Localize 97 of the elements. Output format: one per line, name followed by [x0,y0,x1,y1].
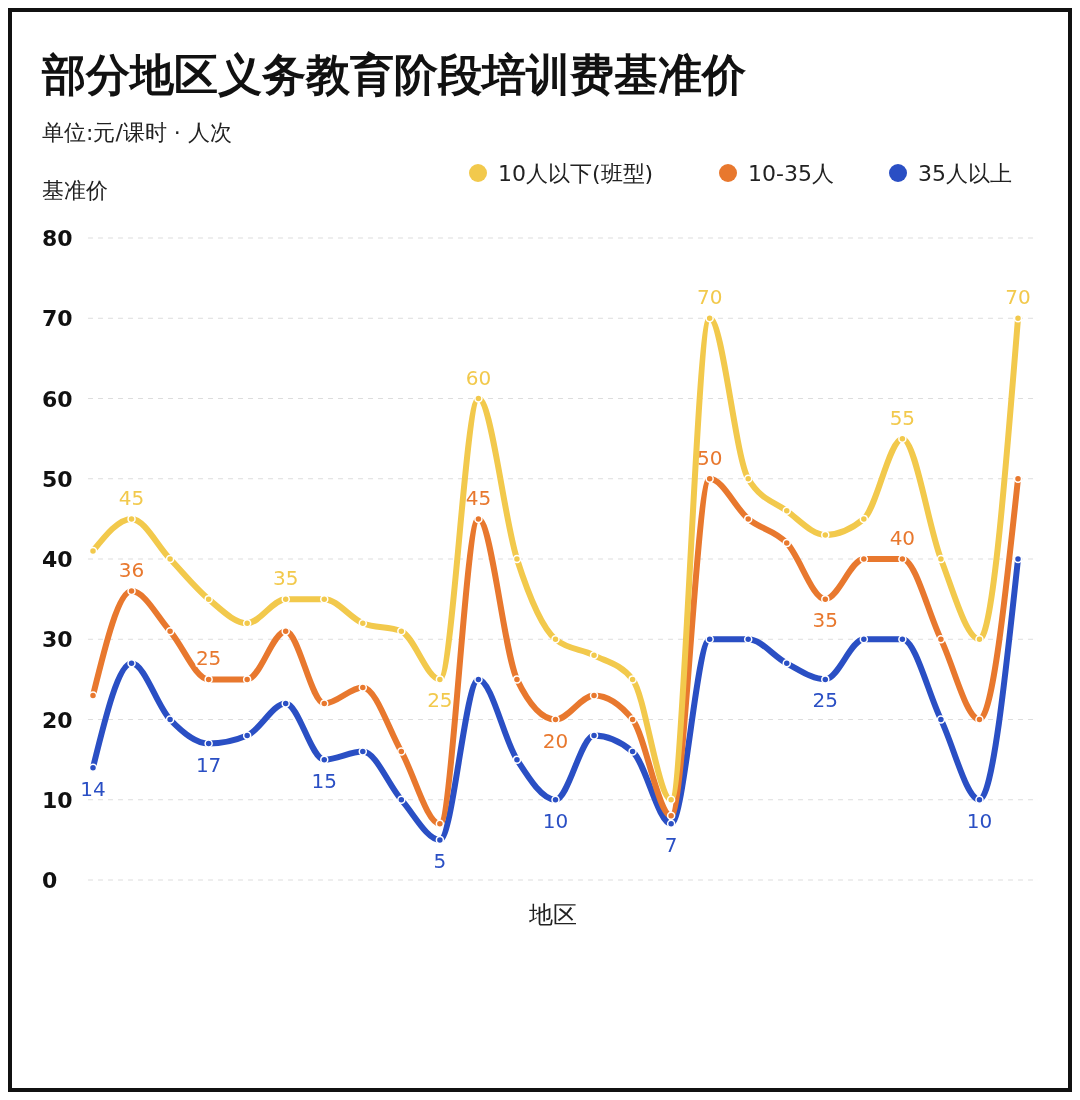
point [165,715,175,724]
point [975,635,984,644]
point [936,554,946,564]
point [1013,314,1023,323]
data-label: 10 [966,808,993,833]
data-label: 55 [889,405,916,430]
point [397,795,406,804]
data-label: 25 [812,688,839,713]
point [204,594,213,604]
chart-subtitle: 单位:元/课时 · 人次 [42,120,232,145]
point [551,795,560,804]
point [320,755,329,764]
point [975,715,984,724]
point [705,635,714,644]
point [551,635,560,644]
point [705,314,714,323]
data-label: 36 [118,558,145,583]
y-tick-label: 50 [42,466,73,492]
data-label: 14 [80,776,106,801]
data-label: 15 [311,768,337,793]
y-tick-label: 10 [42,787,73,813]
y-tick-label: 20 [42,707,73,733]
point [628,715,637,724]
point [242,618,252,628]
point [512,554,522,564]
point [281,699,290,708]
data-label: 17 [195,752,222,777]
point [898,635,907,644]
chart-title: 部分地区义务教育阶段培训费基准价 [41,49,747,100]
point [821,675,830,684]
point [821,594,830,604]
point [705,474,714,483]
legend-label: 35人以上 [918,161,1012,186]
point [589,731,599,740]
y-tick-label: 60 [42,386,73,412]
point [320,699,329,708]
data-label: 40 [889,526,916,550]
y-tick-label: 30 [42,627,73,653]
point [666,795,676,804]
point [551,715,560,724]
legend-label: 10-35人 [748,161,834,186]
y-tick-label: 0 [42,868,58,893]
point [358,747,368,756]
legend-label: 10人以下(班型) [498,161,654,186]
point [358,683,368,692]
y-tick-label: 70 [42,306,73,332]
point [936,635,946,644]
point [358,618,368,628]
point [397,626,406,636]
point [666,811,676,821]
point [589,691,599,700]
data-label: 70 [696,285,723,310]
point [743,514,753,524]
point [397,747,406,756]
point [628,675,637,684]
point [782,538,791,548]
data-label: 70 [1005,285,1031,310]
y-axis-title: 基准价 [42,178,108,203]
point [512,755,522,764]
point [474,675,483,684]
data-label: 35 [812,608,839,633]
point [435,675,445,684]
point [204,739,213,748]
point [743,474,753,483]
point [242,731,252,740]
point [975,795,984,804]
point [936,715,946,724]
data-label: 10 [542,808,569,833]
point [165,554,175,564]
y-tick-label: 80 [42,226,73,251]
point [1013,474,1023,483]
point [628,747,637,756]
data-label: 45 [118,485,145,510]
data-label: 60 [465,365,492,390]
point [474,394,483,403]
point [782,659,791,668]
point [242,675,252,684]
point [165,626,175,636]
point [859,635,869,644]
data-label: 25 [195,646,222,671]
point [88,546,98,556]
data-label: 45 [465,485,492,510]
point [589,651,599,660]
data-label: 35 [272,566,299,591]
y-tick-label: 40 [42,547,73,572]
point [782,506,791,516]
point [512,675,522,684]
point [743,635,753,644]
point [859,514,869,524]
data-label: 7 [664,832,678,857]
point [127,659,136,668]
point [204,675,213,684]
x-axis-title: 地区 [528,901,577,929]
point [898,434,907,443]
data-label: 5 [433,848,447,873]
data-label: 25 [427,688,453,713]
data-label: 20 [542,728,569,753]
